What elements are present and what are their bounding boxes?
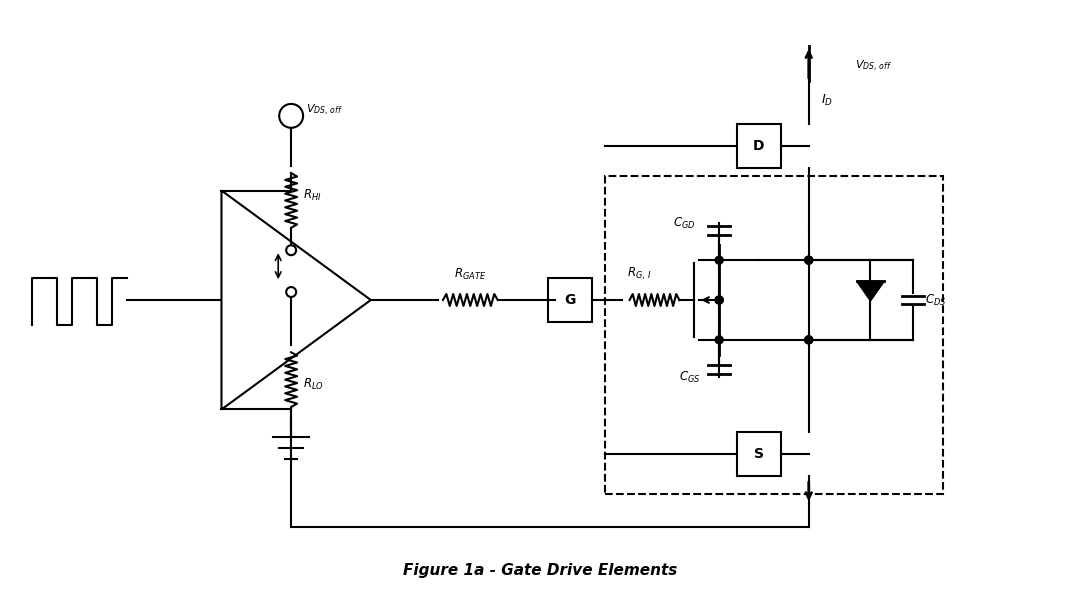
Text: $C_{GD}$: $C_{GD}$ — [673, 216, 696, 231]
Circle shape — [715, 336, 724, 344]
Circle shape — [805, 336, 813, 344]
Text: D: D — [753, 139, 765, 153]
Text: $R_{G,\, I}$: $R_{G,\, I}$ — [627, 266, 651, 282]
FancyBboxPatch shape — [737, 124, 781, 167]
Text: $V_{DS,\, off}$: $V_{DS,\, off}$ — [855, 59, 892, 74]
Circle shape — [805, 256, 813, 264]
Text: $C_{GS}$: $C_{GS}$ — [678, 370, 700, 385]
Text: S: S — [754, 447, 764, 461]
Bar — [605, 176, 943, 494]
Circle shape — [715, 296, 724, 304]
Text: $I_D$: $I_D$ — [821, 94, 833, 109]
Text: $R_{LO}$: $R_{LO}$ — [303, 377, 324, 392]
FancyBboxPatch shape — [737, 433, 781, 476]
Text: $R_{GATE}$: $R_{GATE}$ — [454, 267, 486, 282]
Text: $R_{HI}$: $R_{HI}$ — [303, 188, 322, 203]
Circle shape — [715, 256, 724, 264]
Text: G: G — [564, 293, 576, 307]
Circle shape — [805, 336, 813, 344]
Text: Figure 1a - Gate Drive Elements: Figure 1a - Gate Drive Elements — [403, 563, 677, 578]
Circle shape — [715, 296, 724, 304]
Text: $V_{DS,\, off}$: $V_{DS,\, off}$ — [306, 103, 343, 118]
Polygon shape — [856, 281, 885, 301]
Text: $C_{DS}$: $C_{DS}$ — [926, 292, 947, 308]
Circle shape — [805, 256, 813, 264]
FancyBboxPatch shape — [548, 278, 592, 322]
